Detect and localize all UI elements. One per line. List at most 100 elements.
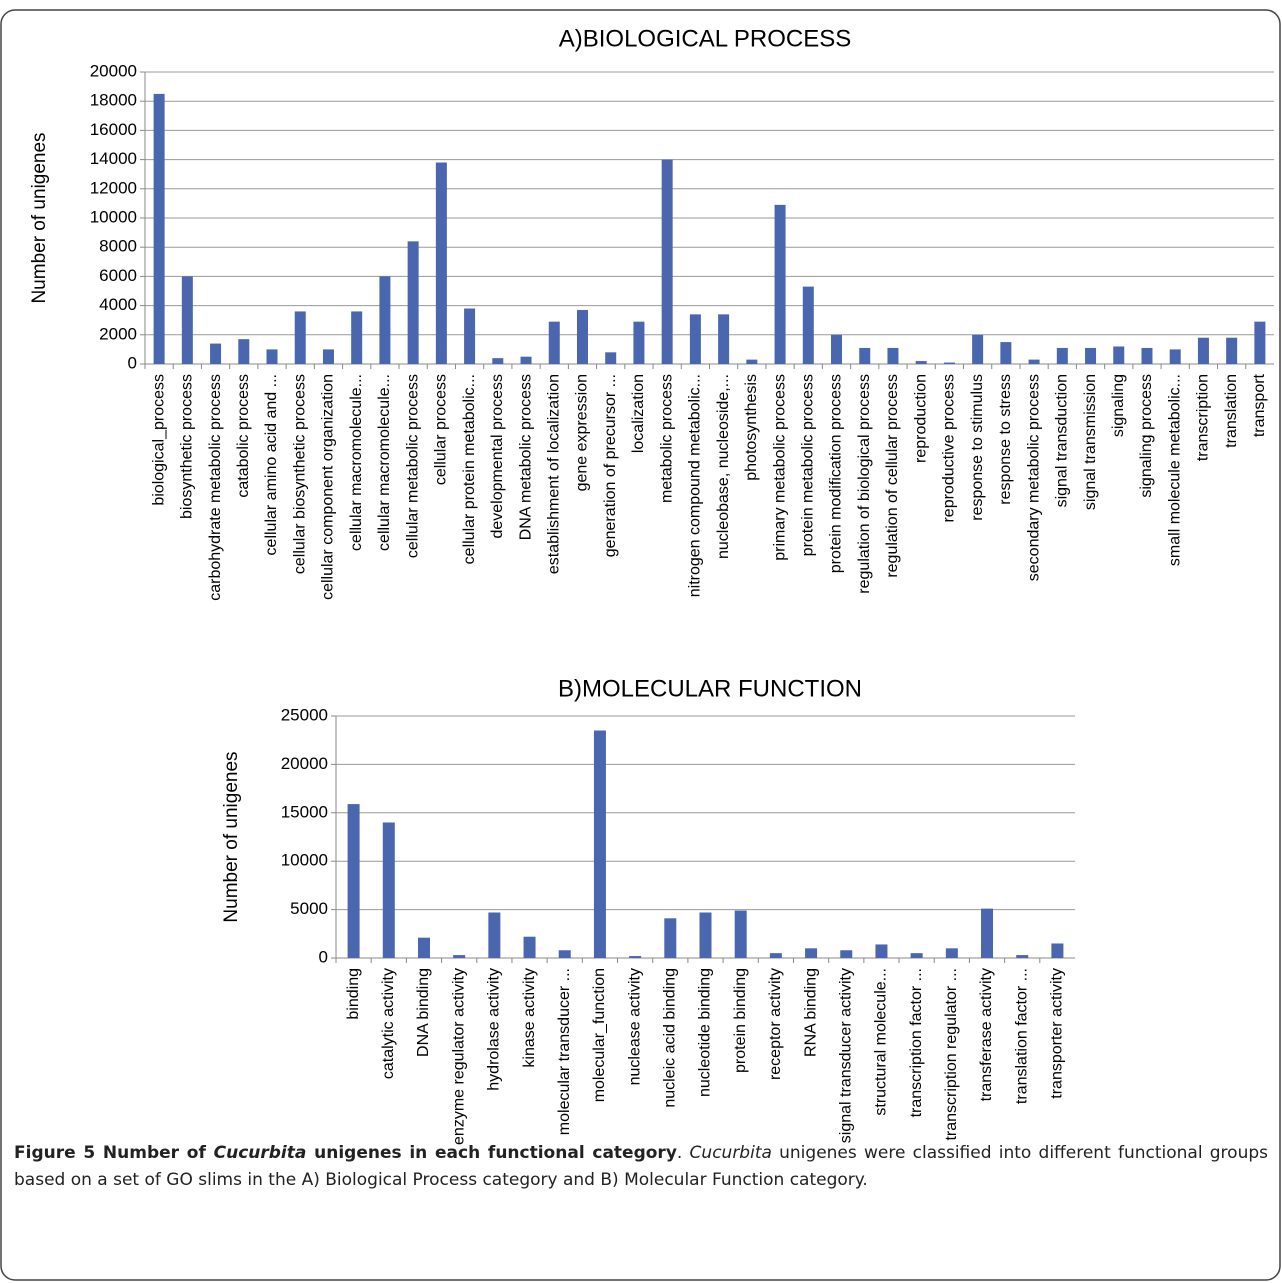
x-tick-label: molecular_function xyxy=(591,968,608,1102)
bar xyxy=(981,908,994,958)
x-tick-label: transcription xyxy=(1195,374,1212,461)
chart-title: B)MOLECULAR FUNCTION xyxy=(558,675,862,702)
bar xyxy=(576,309,588,364)
y-tick-label: 18000 xyxy=(90,91,137,110)
bar xyxy=(407,241,419,364)
x-tick-label: developmental process xyxy=(489,374,506,539)
x-tick-label: signaling xyxy=(1110,374,1127,437)
bar xyxy=(734,910,747,958)
bar xyxy=(1197,337,1209,364)
y-tick-label: 6000 xyxy=(99,266,137,285)
x-tick-label: signal transducer activity xyxy=(837,968,854,1143)
x-tick-label: catalytic activity xyxy=(380,968,397,1079)
x-tick-label: nucleic acid binding xyxy=(662,968,679,1108)
y-tick-label: 14000 xyxy=(90,149,137,168)
x-tick-label: metabolic process xyxy=(658,374,675,503)
x-tick-label: secondary metabolic process xyxy=(1025,374,1042,581)
x-tick-label: establishment of localization xyxy=(545,374,562,574)
bar xyxy=(266,349,278,364)
x-tick-label: DNA metabolic process xyxy=(517,374,534,540)
x-tick-label: small molecule metabolic... xyxy=(1166,374,1183,566)
bar xyxy=(633,321,645,364)
bar xyxy=(417,937,430,958)
x-tick-label: RNA binding xyxy=(802,968,819,1057)
bar xyxy=(689,314,701,364)
x-tick-label: cellular metabolic process xyxy=(404,374,421,558)
x-tick-label: nitrogen compound metabolic... xyxy=(687,374,704,597)
x-tick-label: generation of precursor ... xyxy=(602,374,619,557)
x-tick-label: molecular transducer ... xyxy=(556,968,573,1135)
x-tick-label: protein metabolic process xyxy=(800,374,817,556)
bar xyxy=(294,311,306,364)
bar xyxy=(943,362,955,364)
bar xyxy=(859,347,871,364)
y-tick-label: 4000 xyxy=(99,295,137,314)
bar xyxy=(382,822,395,958)
x-tick-label: signal transmission xyxy=(1082,374,1099,510)
bar xyxy=(945,948,958,958)
bar xyxy=(769,953,782,958)
caption-bold: Figure 5 Number of Cucurbita unigenes in… xyxy=(14,1143,677,1163)
bar xyxy=(805,948,818,958)
y-tick-label: 10000 xyxy=(90,207,137,226)
x-tick-label: cellular amino acid and ... xyxy=(263,374,280,555)
x-tick-label: cellular component organization xyxy=(320,374,337,600)
bar xyxy=(488,912,501,958)
x-tick-label: biosynthetic process xyxy=(179,374,196,519)
bar xyxy=(1028,359,1040,364)
y-tick-label: 0 xyxy=(128,353,137,372)
caption-italic: Cucurbita xyxy=(689,1143,772,1163)
bar xyxy=(661,159,673,364)
bar xyxy=(887,347,899,364)
x-tick-label: nuclease activity xyxy=(626,968,643,1085)
x-tick-label: kinase activity xyxy=(521,968,538,1068)
x-tick-label: DNA binding xyxy=(415,968,432,1057)
x-tick-label: transporter activity xyxy=(1049,968,1066,1099)
bar xyxy=(831,334,843,364)
x-tick-label: primary metabolic process xyxy=(771,374,788,561)
y-tick-label: 16000 xyxy=(90,120,137,139)
bar xyxy=(464,308,476,364)
x-tick-label: transcription factor ... xyxy=(908,968,925,1117)
bar xyxy=(1056,347,1068,364)
frame xyxy=(0,9,1281,1281)
x-tick-label: translation xyxy=(1223,374,1240,448)
bar xyxy=(1085,347,1097,364)
x-tick-label: signal transduction xyxy=(1054,374,1071,507)
bar xyxy=(351,311,363,364)
caption-italic: Cucurbita xyxy=(213,1143,307,1163)
bar xyxy=(1016,955,1029,958)
x-tick-label: nucleobase, nucleoside,... xyxy=(715,374,732,559)
x-tick-label: gene expression xyxy=(574,374,591,491)
x-tick-label: transferase activity xyxy=(978,968,995,1101)
bar xyxy=(520,356,532,364)
bar xyxy=(664,918,677,958)
x-tick-label: protein binding xyxy=(732,968,749,1073)
x-tick-label: hydrolase activity xyxy=(486,968,503,1091)
bar xyxy=(153,93,165,365)
y-axis-label: Number of unigenes xyxy=(29,132,50,303)
x-tick-label: carbohydrate metabolic process xyxy=(207,374,224,601)
x-tick-label: cellular protein metabolic... xyxy=(461,374,478,564)
bar xyxy=(322,349,334,364)
caption-text: unigenes were classified into different … xyxy=(14,1143,1268,1190)
bar xyxy=(699,912,712,958)
bar xyxy=(548,321,560,364)
x-tick-label: catabolic process xyxy=(235,374,252,498)
x-tick-label: nucleotide binding xyxy=(697,968,714,1097)
x-tick-label: receptor activity xyxy=(767,968,784,1080)
y-tick-label: 20000 xyxy=(281,754,328,773)
bar xyxy=(1051,943,1064,958)
x-tick-label: transport xyxy=(1251,373,1268,437)
x-tick-label: protein modification process xyxy=(828,374,845,573)
x-tick-label: response to stimulus xyxy=(969,374,986,521)
y-tick-label: 10000 xyxy=(281,851,328,870)
y-axis-label: Number of unigenes xyxy=(221,751,242,922)
x-tick-label: enzyme regulator activity xyxy=(450,968,467,1145)
bar xyxy=(492,358,504,364)
bar xyxy=(435,162,447,364)
bar xyxy=(605,352,617,364)
x-tick-label: localization xyxy=(630,374,647,453)
